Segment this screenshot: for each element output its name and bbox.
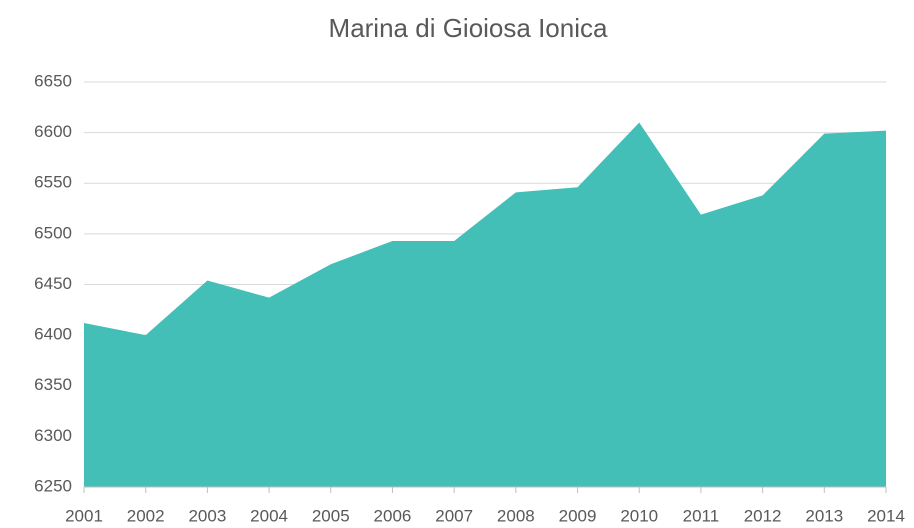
x-tick-label: 2010 <box>620 506 658 525</box>
x-tick-label: 2001 <box>65 506 103 525</box>
x-tick-label: 2014 <box>867 506 905 525</box>
y-tick-label: 6300 <box>34 426 72 445</box>
x-tick-label: 2008 <box>497 506 535 525</box>
y-tick-label: 6500 <box>34 223 72 242</box>
x-tick-label: 2003 <box>188 506 226 525</box>
y-tick-label: 6650 <box>34 71 72 90</box>
area <box>84 122 886 487</box>
chart-title: Marina di Gioiosa Ionica <box>329 13 608 43</box>
y-tick-label: 6400 <box>34 325 72 344</box>
y-tick-label: 6250 <box>34 476 72 495</box>
x-tick-label: 2002 <box>127 506 165 525</box>
x-tick-label: 2013 <box>805 506 843 525</box>
y-tick-label: 6450 <box>34 274 72 293</box>
x-tick-label: 2009 <box>559 506 597 525</box>
x-tick-label: 2011 <box>683 506 720 525</box>
x-tick-label: 2012 <box>744 506 782 525</box>
x-tick-label: 2007 <box>435 506 473 525</box>
x-tick-label: 2004 <box>250 506 288 525</box>
x-tick-label: 2006 <box>374 506 412 525</box>
x-tick-label: 2005 <box>312 506 350 525</box>
y-tick-label: 6600 <box>34 122 72 141</box>
y-tick-label: 6550 <box>34 173 72 192</box>
y-tick-label: 6350 <box>34 375 72 394</box>
